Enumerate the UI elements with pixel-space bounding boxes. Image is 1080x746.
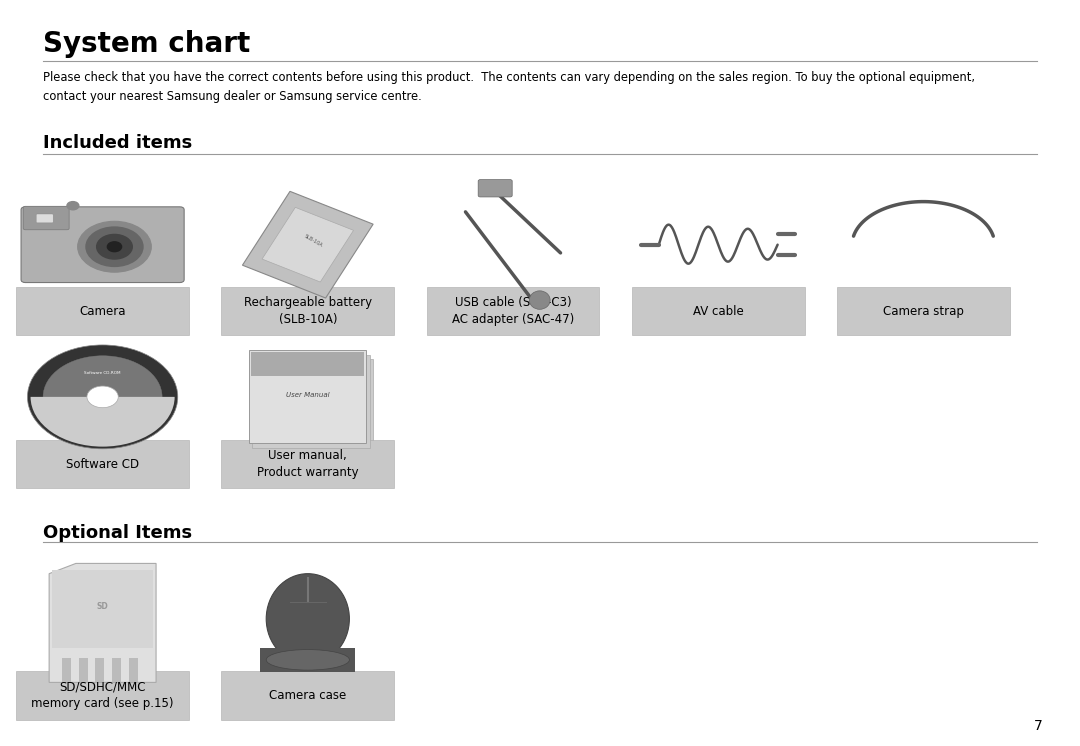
- FancyBboxPatch shape: [21, 207, 184, 283]
- FancyBboxPatch shape: [16, 671, 189, 719]
- Circle shape: [86, 227, 143, 266]
- Polygon shape: [242, 191, 374, 298]
- FancyBboxPatch shape: [52, 570, 153, 648]
- Text: USB cable (SUC-C3)
AC adapter (SAC-47): USB cable (SUC-C3) AC adapter (SAC-47): [451, 296, 575, 326]
- Text: SD: SD: [97, 602, 108, 611]
- Text: Camera case: Camera case: [269, 689, 347, 702]
- FancyBboxPatch shape: [478, 180, 512, 197]
- Circle shape: [67, 201, 79, 210]
- FancyBboxPatch shape: [632, 287, 805, 336]
- FancyBboxPatch shape: [253, 355, 369, 448]
- Circle shape: [96, 234, 132, 259]
- FancyBboxPatch shape: [95, 658, 105, 683]
- Circle shape: [78, 222, 151, 272]
- Text: Software CD: Software CD: [66, 457, 139, 471]
- Ellipse shape: [43, 356, 162, 438]
- Wedge shape: [30, 397, 175, 447]
- Ellipse shape: [266, 574, 349, 664]
- Text: SLB-10A: SLB-10A: [303, 233, 324, 248]
- Text: SD/SDHC/MMC
memory card (see p.15): SD/SDHC/MMC memory card (see p.15): [31, 680, 174, 710]
- Text: Included items: Included items: [43, 134, 192, 152]
- Text: Software CD-ROM: Software CD-ROM: [84, 371, 121, 375]
- FancyBboxPatch shape: [260, 648, 355, 672]
- FancyBboxPatch shape: [63, 658, 71, 683]
- FancyBboxPatch shape: [221, 439, 394, 489]
- FancyBboxPatch shape: [221, 287, 394, 336]
- Text: Optional Items: Optional Items: [43, 524, 192, 542]
- FancyBboxPatch shape: [112, 658, 121, 683]
- Text: Camera strap: Camera strap: [883, 304, 963, 318]
- Ellipse shape: [529, 291, 550, 310]
- Text: User Manual: User Manual: [286, 392, 329, 398]
- FancyBboxPatch shape: [23, 206, 69, 230]
- FancyBboxPatch shape: [16, 439, 189, 489]
- FancyBboxPatch shape: [837, 287, 1010, 336]
- Text: System chart: System chart: [43, 30, 251, 58]
- FancyBboxPatch shape: [221, 671, 394, 719]
- Ellipse shape: [27, 345, 178, 449]
- FancyBboxPatch shape: [256, 360, 373, 452]
- FancyBboxPatch shape: [249, 351, 366, 443]
- Ellipse shape: [86, 386, 119, 407]
- FancyBboxPatch shape: [36, 214, 53, 223]
- Ellipse shape: [266, 650, 349, 670]
- Text: 7: 7: [1034, 718, 1042, 733]
- Text: Camera: Camera: [79, 304, 126, 318]
- Polygon shape: [262, 207, 353, 282]
- Text: User manual,
Product warranty: User manual, Product warranty: [257, 449, 359, 479]
- Polygon shape: [50, 563, 157, 683]
- Text: Rechargeable battery
(SLB-10A): Rechargeable battery (SLB-10A): [244, 296, 372, 326]
- Circle shape: [107, 242, 122, 251]
- Text: AV cable: AV cable: [693, 304, 743, 318]
- FancyBboxPatch shape: [427, 287, 599, 336]
- Text: Please check that you have the correct contents before using this product.  The : Please check that you have the correct c…: [43, 71, 975, 103]
- FancyBboxPatch shape: [79, 658, 87, 683]
- FancyBboxPatch shape: [252, 351, 364, 376]
- FancyBboxPatch shape: [16, 287, 189, 336]
- FancyBboxPatch shape: [129, 658, 137, 683]
